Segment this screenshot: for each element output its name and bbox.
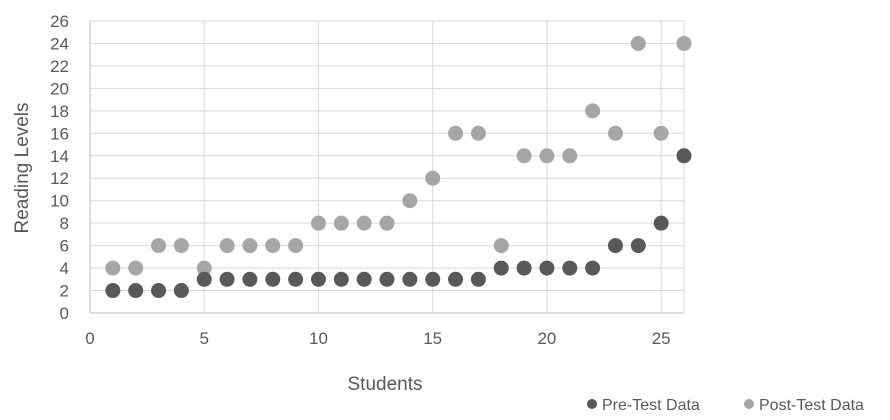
pre-test-point bbox=[585, 260, 601, 276]
post-test-point bbox=[310, 215, 326, 231]
post-test-point bbox=[676, 35, 692, 51]
legend-label-pre-test: Pre-Test Data bbox=[602, 397, 700, 414]
legend-marker-pre-test bbox=[587, 399, 597, 409]
post-test-point bbox=[128, 260, 144, 276]
post-test-point bbox=[242, 238, 258, 254]
pre-test-point bbox=[562, 260, 578, 276]
post-test-point bbox=[379, 215, 395, 231]
post-test-point bbox=[333, 215, 349, 231]
pre-test-point bbox=[173, 283, 189, 299]
post-test-point bbox=[448, 125, 464, 141]
post-test-point bbox=[151, 238, 167, 254]
post-test-point bbox=[585, 103, 601, 119]
legend-label-post-test: Post-Test Data bbox=[759, 397, 864, 414]
y-tick-label: 12 bbox=[50, 169, 69, 188]
post-test-point bbox=[562, 148, 578, 164]
pre-test-point bbox=[379, 271, 395, 287]
y-tick-label: 16 bbox=[50, 124, 69, 143]
y-tick-label: 8 bbox=[60, 214, 69, 233]
post-test-point bbox=[493, 238, 509, 254]
legend: Pre-Test Data Post-Test Data bbox=[587, 397, 864, 414]
y-tick-label: 26 bbox=[50, 12, 69, 31]
x-tick-label: 25 bbox=[652, 329, 671, 348]
post-test-point bbox=[425, 170, 441, 186]
pre-test-point bbox=[219, 271, 235, 287]
y-axis-title: Reading Levels bbox=[12, 103, 33, 234]
post-test-point bbox=[356, 215, 372, 231]
y-tick-label: 14 bbox=[50, 147, 69, 166]
y-tick-label: 22 bbox=[50, 57, 69, 76]
pre-test-point bbox=[402, 271, 418, 287]
pre-test-point bbox=[493, 260, 509, 276]
points-layer bbox=[105, 35, 692, 299]
x-tick-label: 0 bbox=[85, 329, 94, 348]
pre-test-point bbox=[242, 271, 258, 287]
post-test-point bbox=[653, 125, 669, 141]
pre-test-point bbox=[539, 260, 555, 276]
pre-test-point bbox=[676, 148, 692, 164]
post-test-point bbox=[630, 35, 646, 51]
pre-test-point bbox=[151, 283, 167, 299]
post-test-point bbox=[265, 238, 281, 254]
post-test-point bbox=[196, 260, 212, 276]
y-tick-label: 24 bbox=[50, 34, 69, 53]
y-tick-label: 2 bbox=[60, 282, 69, 301]
legend-marker-post-test bbox=[744, 399, 754, 409]
pre-test-point bbox=[333, 271, 349, 287]
pre-test-point bbox=[630, 238, 646, 254]
pre-test-point bbox=[448, 271, 464, 287]
post-test-point bbox=[402, 193, 418, 209]
y-tick-label: 10 bbox=[50, 192, 69, 211]
post-test-point bbox=[607, 125, 623, 141]
y-tick-label: 18 bbox=[50, 102, 69, 121]
pre-test-point bbox=[196, 271, 212, 287]
y-tick-label: 4 bbox=[60, 259, 69, 278]
y-tick-label: 20 bbox=[50, 79, 69, 98]
y-tick-label: 6 bbox=[60, 237, 69, 256]
pre-test-point bbox=[288, 271, 304, 287]
post-test-point bbox=[470, 125, 486, 141]
x-tick-label: 15 bbox=[423, 329, 442, 348]
pre-test-point bbox=[516, 260, 532, 276]
post-test-point bbox=[105, 260, 121, 276]
y-tick-label: 0 bbox=[60, 304, 69, 323]
post-test-point bbox=[539, 148, 555, 164]
pre-test-point bbox=[425, 271, 441, 287]
x-tick-label: 10 bbox=[309, 329, 328, 348]
pre-test-point bbox=[265, 271, 281, 287]
pre-test-point bbox=[470, 271, 486, 287]
grid-layer bbox=[89, 20, 685, 314]
post-test-point bbox=[219, 238, 235, 254]
pre-test-point bbox=[310, 271, 326, 287]
post-test-point bbox=[516, 148, 532, 164]
pre-test-point bbox=[105, 283, 121, 299]
x-tick-label: 5 bbox=[199, 329, 208, 348]
post-test-point bbox=[173, 238, 189, 254]
x-tick-label: 20 bbox=[537, 329, 556, 348]
pre-test-point bbox=[356, 271, 372, 287]
pre-test-point bbox=[653, 215, 669, 231]
x-axis-title: Students bbox=[348, 374, 423, 395]
pre-test-point bbox=[128, 283, 144, 299]
pre-test-point bbox=[607, 238, 623, 254]
post-test-point bbox=[288, 238, 304, 254]
